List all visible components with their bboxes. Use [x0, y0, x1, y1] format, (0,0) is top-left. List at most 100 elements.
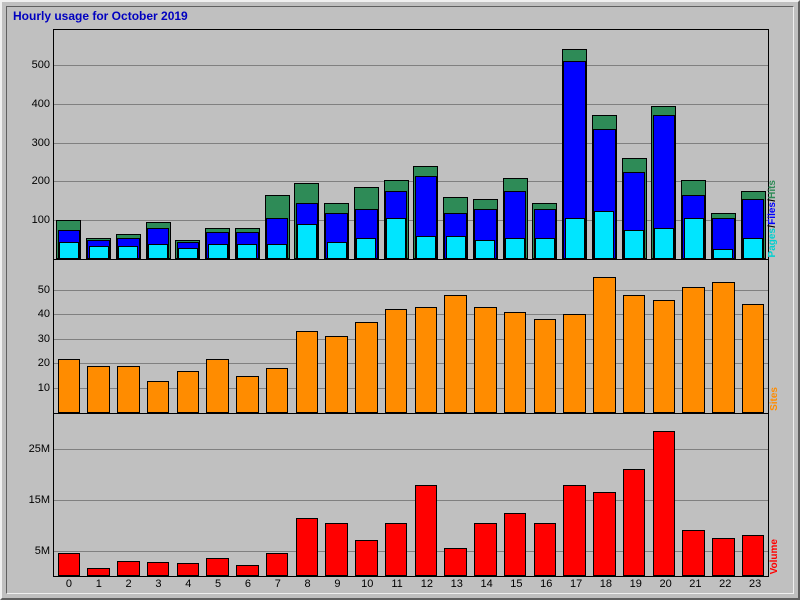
hour-slot	[590, 30, 620, 259]
hour-slot	[500, 30, 530, 259]
bar-sites	[415, 307, 438, 413]
hour-slot	[709, 30, 739, 259]
label-sep1: /	[768, 225, 778, 228]
hour-slot	[590, 414, 620, 576]
bar-sites	[385, 309, 408, 412]
hour-slot	[709, 260, 739, 412]
hour-slot	[530, 260, 560, 412]
bar-volume	[296, 518, 319, 576]
hour-slot	[381, 30, 411, 259]
x-tick-label: 0	[66, 576, 72, 590]
hour-slot	[143, 260, 173, 412]
bar-volume	[534, 523, 557, 576]
hour-slot	[619, 30, 649, 259]
hour-slot	[262, 30, 292, 259]
hour-slot	[143, 30, 173, 259]
hour-slot	[114, 414, 144, 576]
bar-sites	[266, 368, 289, 412]
x-tick-label: 17	[570, 576, 582, 590]
bar-pages	[356, 238, 376, 259]
x-tick-label: 21	[689, 576, 701, 590]
hour-slot	[619, 260, 649, 412]
bar-sites	[712, 282, 735, 412]
y-tick-label: 300	[32, 137, 54, 149]
bar-volume	[593, 492, 616, 576]
panel-pages-files-hits: Pages / Files / Hits 100200300400500	[53, 29, 769, 259]
bar-volume	[653, 431, 676, 576]
hour-slot	[471, 30, 501, 259]
bar-volume	[682, 530, 705, 576]
bar-sites	[742, 304, 765, 412]
hour-slot	[560, 260, 590, 412]
hour-slot	[262, 414, 292, 576]
hour-slot	[114, 30, 144, 259]
bar-volume	[58, 553, 81, 576]
bar-pages	[208, 244, 228, 260]
bar-sites	[177, 371, 200, 413]
bar-pages	[475, 240, 495, 259]
bar-sites	[593, 277, 616, 412]
bar-volume	[712, 538, 735, 576]
panel2-axis-label: Sites	[768, 387, 780, 411]
x-tick-label: 2	[126, 576, 132, 590]
x-tick-label: 14	[480, 576, 492, 590]
chart-inner: Hourly usage for October 2019 Pages / Fi…	[6, 6, 794, 594]
bar-volume	[87, 568, 110, 576]
hour-slot	[233, 414, 263, 576]
hour-slot	[322, 414, 352, 576]
bar-sites	[682, 287, 705, 412]
hour-slot	[54, 260, 84, 412]
x-tick-label: 9	[334, 576, 340, 590]
panels-container: Pages / Files / Hits 100200300400500 Sit…	[53, 29, 769, 577]
x-tick-label: 23	[749, 576, 761, 590]
hour-slot	[500, 414, 530, 576]
y-tick-label: 20	[38, 357, 54, 369]
x-tick-label: 1	[96, 576, 102, 590]
hour-slot	[173, 30, 203, 259]
bar-volume	[563, 485, 586, 576]
hour-slot	[590, 260, 620, 412]
bar-volume	[444, 548, 467, 576]
hour-slot	[441, 260, 471, 412]
y-tick-label: 50	[38, 284, 54, 296]
hour-slot	[679, 30, 709, 259]
x-tick-label: 12	[421, 576, 433, 590]
hour-slot	[649, 414, 679, 576]
bar-pages	[148, 244, 168, 260]
x-tick-label: 19	[630, 576, 642, 590]
panel-sites: Sites 1020304050	[53, 259, 769, 412]
hour-slot	[322, 260, 352, 412]
bar-volume	[177, 563, 200, 576]
chart-title: Hourly usage for October 2019	[13, 9, 188, 23]
panel-volume: Volume 5M15M25M0123456789101112131415161…	[53, 413, 769, 577]
bar-sites	[444, 295, 467, 413]
hour-slot	[738, 30, 768, 259]
hour-slot	[679, 260, 709, 412]
x-tick-label: 5	[215, 576, 221, 590]
x-tick-label: 22	[719, 576, 731, 590]
y-tick-label: 200	[32, 175, 54, 187]
x-tick-label: 16	[540, 576, 552, 590]
hour-slot	[738, 414, 768, 576]
x-tick-label: 10	[361, 576, 373, 590]
label-hits: Hits	[768, 180, 778, 199]
bars	[54, 414, 768, 576]
x-tick-label: 20	[659, 576, 671, 590]
bar-sites	[653, 300, 676, 413]
hour-slot	[530, 30, 560, 259]
hour-slot	[441, 414, 471, 576]
bar-pages	[237, 244, 257, 260]
x-tick-label: 15	[510, 576, 522, 590]
bar-sites	[623, 295, 646, 413]
x-tick-label: 4	[185, 576, 191, 590]
hour-slot	[114, 260, 144, 412]
bar-pages	[684, 218, 704, 259]
chart-frame: Hourly usage for October 2019 Pages / Fi…	[0, 0, 800, 600]
x-tick-label: 8	[305, 576, 311, 590]
hour-slot	[411, 30, 441, 259]
bar-sites	[474, 307, 497, 413]
hour-slot	[530, 414, 560, 576]
hour-slot	[203, 414, 233, 576]
hour-slot	[649, 260, 679, 412]
x-tick-label: 18	[600, 576, 612, 590]
